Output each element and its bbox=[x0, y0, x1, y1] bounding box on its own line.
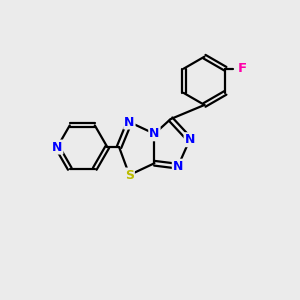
Text: F: F bbox=[238, 62, 247, 75]
Text: N: N bbox=[124, 116, 135, 128]
Text: N: N bbox=[184, 133, 195, 146]
Text: N: N bbox=[173, 160, 183, 173]
Text: N: N bbox=[52, 141, 62, 154]
Text: N: N bbox=[149, 127, 160, 140]
Text: S: S bbox=[125, 169, 134, 182]
